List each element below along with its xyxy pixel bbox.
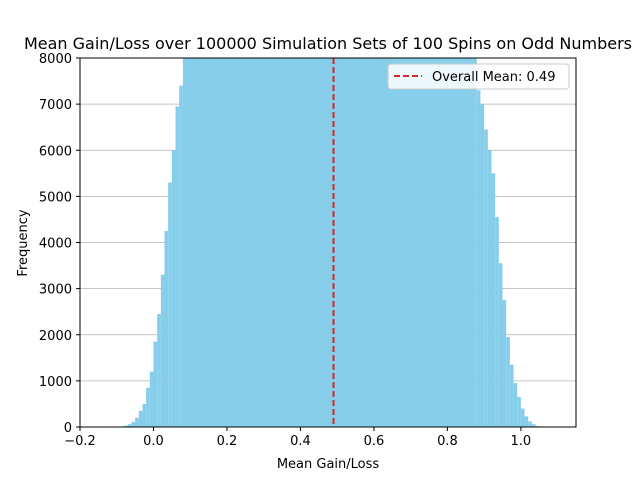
histogram-bar xyxy=(513,383,518,427)
histogram-bar xyxy=(179,85,183,428)
histogram-bar xyxy=(487,150,492,427)
x-tick-label: 1.0 xyxy=(511,434,532,449)
histogram-bar xyxy=(528,421,532,427)
histogram-bars xyxy=(124,58,540,428)
x-axis-label: Mean Gain/Loss xyxy=(277,457,380,472)
y-tick-label: 1000 xyxy=(39,375,72,390)
y-tick-label: 4000 xyxy=(39,237,72,252)
y-axis-label: Frequency xyxy=(16,209,31,276)
histogram-bar xyxy=(168,182,172,427)
histogram-bar xyxy=(502,300,507,427)
y-tick-label: 8000 xyxy=(39,52,72,67)
histogram-bar xyxy=(164,230,169,427)
histogram-bar xyxy=(476,90,481,427)
x-tick-label: 0.6 xyxy=(364,434,385,449)
x-tick-label: −0.2 xyxy=(64,434,96,449)
x-tick-label: 0.2 xyxy=(217,434,238,449)
histogram-bar xyxy=(506,337,510,427)
histogram-bar xyxy=(149,371,154,427)
histogram-bar xyxy=(127,424,132,427)
histogram-bar xyxy=(491,173,496,427)
histogram-bar xyxy=(146,387,150,427)
histogram-bar xyxy=(495,217,499,427)
x-tick-label: 0.0 xyxy=(143,434,164,449)
histogram-bar xyxy=(480,104,485,427)
y-tick-label: 3000 xyxy=(39,283,72,298)
histogram-bar xyxy=(531,424,536,427)
x-axis-ticks: −0.2 0.0 0.2 0.4 0.6 0.8 1.0 xyxy=(64,427,531,449)
histogram-bar xyxy=(498,263,503,427)
y-tick-label: 6000 xyxy=(39,144,72,159)
histogram-bar xyxy=(153,341,158,427)
y-tick-label: 2000 xyxy=(39,329,72,344)
histogram-bar xyxy=(131,421,136,427)
x-tick-label: 0.4 xyxy=(290,434,311,449)
histogram-bar xyxy=(171,150,176,427)
histogram-bar xyxy=(142,403,147,427)
histogram-bar xyxy=(138,410,143,427)
histogram-bar xyxy=(524,416,529,427)
histogram-bar xyxy=(175,106,180,428)
legend-box xyxy=(387,63,570,90)
y-tick-label: 0 xyxy=(64,421,72,436)
histogram-bar xyxy=(182,58,477,427)
histogram-bar xyxy=(135,417,139,427)
histogram-bar xyxy=(484,129,488,427)
legend-mean-label: Overall Mean: 0.49 xyxy=(432,70,555,85)
chart-title: Mean Gain/Loss over 100000 Simulation Se… xyxy=(24,34,632,53)
histogram-bar xyxy=(520,408,525,427)
histogram-bar xyxy=(157,313,161,427)
legend: Overall Mean: 0.49 xyxy=(387,63,570,90)
histogram-bar xyxy=(124,425,128,427)
histogram-bar xyxy=(160,274,165,427)
histogram-bar xyxy=(509,364,514,427)
x-tick-label: 0.8 xyxy=(437,434,458,449)
y-tick-label: 5000 xyxy=(39,190,72,205)
y-tick-label: 7000 xyxy=(39,98,72,113)
y-axis-ticks: 0 1000 2000 3000 4000 5000 6000 7000 8000 xyxy=(39,52,80,436)
histogram-bar xyxy=(517,397,521,427)
